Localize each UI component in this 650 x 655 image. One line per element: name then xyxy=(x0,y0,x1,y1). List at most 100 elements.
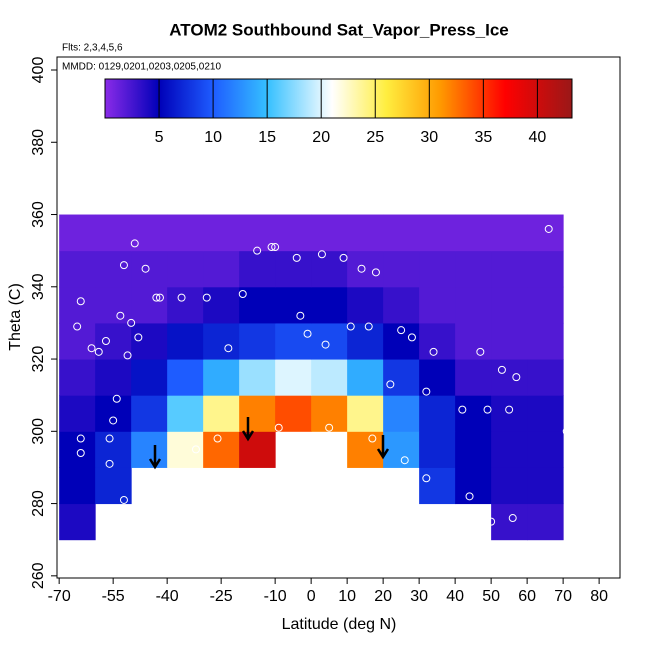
heatmap-cell xyxy=(239,250,276,288)
heatmap-cell xyxy=(383,286,420,324)
heatmap-cell xyxy=(131,286,168,324)
heatmap-cell xyxy=(455,395,492,432)
heatmap-cell xyxy=(239,395,276,432)
heatmap-cell xyxy=(239,359,276,396)
colorbar-tick-label: 40 xyxy=(529,129,547,146)
observation xyxy=(94,347,103,356)
heatmap-cell xyxy=(95,359,132,396)
observation xyxy=(76,434,85,443)
x-tick-label: 40 xyxy=(446,588,464,605)
colorbar-tick-label: 15 xyxy=(258,129,276,146)
observation xyxy=(213,434,222,443)
observation xyxy=(422,474,431,483)
heatmap-cell xyxy=(491,359,528,396)
x-tick-label: -25 xyxy=(210,588,233,605)
heatmap-cell xyxy=(527,503,564,541)
heatmap-cell xyxy=(59,250,96,288)
heatmap-cell xyxy=(203,250,240,288)
heatmap-cell xyxy=(383,395,420,432)
observation xyxy=(76,448,85,457)
heatmap xyxy=(59,214,564,541)
heatmap-cell xyxy=(131,431,168,468)
heatmap-cell xyxy=(419,359,456,396)
observation xyxy=(267,243,276,252)
observation xyxy=(458,405,467,414)
x-tick-label: -70 xyxy=(48,588,71,605)
x-tick-label: 80 xyxy=(590,588,608,605)
y-axis-label: Theta (C) xyxy=(7,283,24,351)
observation xyxy=(238,290,247,299)
x-tick-label: -55 xyxy=(102,588,125,605)
heatmap-cell xyxy=(275,286,312,324)
heatmap-cell xyxy=(203,322,240,360)
observation xyxy=(123,351,132,360)
heatmap-cell xyxy=(383,322,420,360)
observation xyxy=(505,405,514,414)
observation xyxy=(397,326,406,335)
heatmap-cell xyxy=(455,286,492,324)
heatmap-cell xyxy=(347,214,384,252)
heatmap-cell xyxy=(167,359,204,396)
heatmap-cell xyxy=(275,359,312,396)
heatmap-cell xyxy=(455,431,492,468)
x-axis-label: Latitude (deg N) xyxy=(282,616,397,633)
colorbar-ticks: 5 10 15 20 25 30 35 40 xyxy=(155,79,547,146)
heatmap-cell xyxy=(311,359,348,396)
x-tick-label: 30 xyxy=(410,588,428,605)
heatmap-cell xyxy=(491,503,528,541)
observation xyxy=(152,293,161,302)
heatmap-cell xyxy=(59,503,96,541)
heatmap-cell xyxy=(131,395,168,432)
heatmap-cell xyxy=(527,322,564,360)
heatmap-cell xyxy=(203,286,240,324)
observation xyxy=(253,246,262,255)
x-tick-label: 20 xyxy=(374,588,392,605)
observation xyxy=(465,492,474,501)
heatmap-cell xyxy=(167,286,204,324)
observation xyxy=(73,322,82,331)
observation xyxy=(109,416,118,425)
heatmap-cell xyxy=(527,467,564,505)
heatmap-cell xyxy=(95,250,132,288)
heatmap-cell xyxy=(311,322,348,360)
observation xyxy=(321,340,330,349)
chart-title: ATOM2 Southbound Sat_Vapor_Press_Ice xyxy=(169,20,508,39)
heatmap-cell xyxy=(275,322,312,360)
heatmap-cell xyxy=(203,395,240,432)
heatmap-cell xyxy=(419,322,456,360)
observation xyxy=(130,239,139,248)
heatmap-cell xyxy=(527,214,564,252)
observation xyxy=(386,380,395,389)
heatmap-cell xyxy=(95,214,132,252)
heatmap-cell xyxy=(203,431,240,468)
heatmap-cell xyxy=(419,286,456,324)
observation xyxy=(512,373,521,382)
observation xyxy=(487,517,496,526)
heatmap-cell xyxy=(527,250,564,288)
heatmap-cell xyxy=(167,250,204,288)
observation xyxy=(544,224,553,233)
observation xyxy=(325,423,334,432)
observation xyxy=(483,405,492,414)
heatmap-cell xyxy=(239,286,276,324)
heatmap-cell xyxy=(383,359,420,396)
observation xyxy=(87,344,96,353)
colorbar-tick-label: 25 xyxy=(366,129,384,146)
heatmap-cell xyxy=(419,431,456,468)
heatmap-cell xyxy=(95,322,132,360)
colorbar-tick-label: 5 xyxy=(155,129,164,146)
observation xyxy=(296,311,305,320)
observation xyxy=(134,333,143,342)
heatmap-cell xyxy=(59,395,96,432)
observation xyxy=(274,423,283,432)
observation xyxy=(339,253,348,262)
observation xyxy=(508,514,517,523)
plot-frame xyxy=(56,56,621,579)
observation xyxy=(191,445,200,454)
heatmap-cell xyxy=(491,322,528,360)
heatmap-cell xyxy=(455,359,492,396)
x-tick-label: 0 xyxy=(307,588,316,605)
observation xyxy=(119,495,128,504)
heatmap-cell xyxy=(491,250,528,288)
heatmap-cell xyxy=(203,359,240,396)
